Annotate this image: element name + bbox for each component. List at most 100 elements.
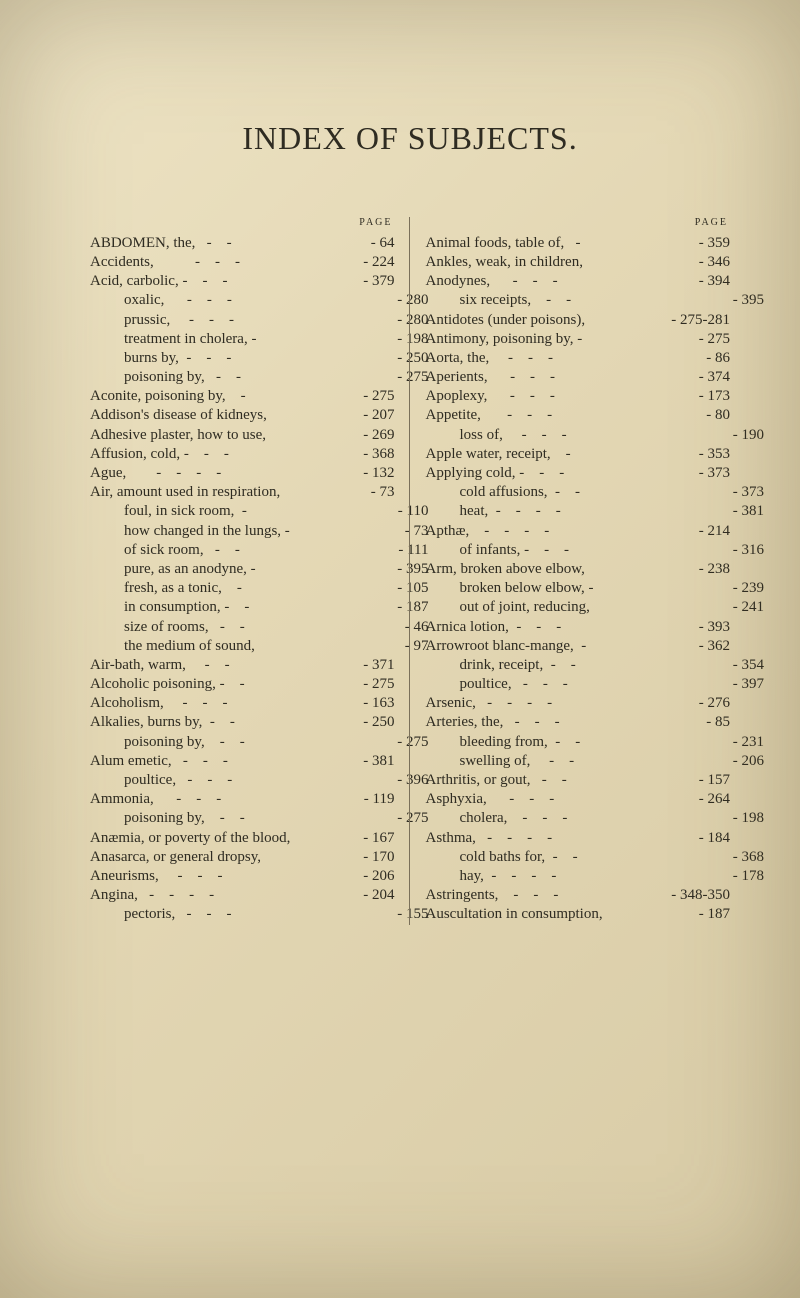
index-entry: Antimony, poisoning by, -- 275: [426, 330, 731, 349]
index-entry-label: poultice, - - -: [460, 675, 568, 694]
index-entry-page: - 368: [700, 848, 764, 867]
index-entry: Ague, - - - -- 132: [90, 464, 395, 483]
index-entry-label: ABDOMEN, the, - -: [90, 234, 232, 253]
index-entry-page: - 73: [331, 483, 395, 502]
index-entry-label: Arteries, the, - - -: [426, 713, 560, 732]
index-entry: treatment in cholera, -- 198: [90, 330, 429, 349]
index-entry-page: - 64: [331, 234, 395, 253]
index-entry: bleeding from, - -- 231: [426, 733, 765, 752]
index-entry: burns by, - - -- 250: [90, 349, 429, 368]
index-entry-label: foul, in sick room, -: [124, 502, 247, 521]
index-entry: six receipts, - -- 395: [426, 291, 765, 310]
page-label-left: PAGE: [90, 217, 395, 230]
index-entry-page: - 184: [666, 829, 730, 848]
index-entry-label: poisoning by, - -: [124, 733, 245, 752]
index-entry-label: Arrowroot blanc-mange, -: [426, 637, 587, 656]
index-entry: Asthma, - - - -- 184: [426, 829, 731, 848]
index-entry-page: - 170: [331, 848, 395, 867]
index-entry: Aconite, poisoning by, - - 275: [90, 387, 395, 406]
index-entry-label: loss of, - - -: [460, 426, 567, 445]
index-entry: out of joint, reducing,- 241: [426, 598, 765, 617]
index-entry-page: - 275: [331, 675, 395, 694]
index-entry: poultice, - - -- 396: [90, 771, 429, 790]
index-entry-page: - 207: [331, 406, 395, 425]
index-entry: oxalic, - - -- 280: [90, 291, 429, 310]
index-entry-label: Antidotes (under poisons),: [426, 311, 586, 330]
index-entry-page: - 86: [666, 349, 730, 368]
index-entry: Antidotes (under poisons), - 275-281: [426, 311, 731, 330]
index-entry-page: - 204: [331, 886, 395, 905]
index-entry: Arnica lotion, - - -- 393: [426, 618, 731, 637]
index-entry-label: the medium of sound,: [124, 637, 255, 656]
index-entry-page: - 132: [331, 464, 395, 483]
scanned-page: INDEX OF SUBJECTS. PAGE ABDOMEN, the, - …: [0, 0, 800, 1298]
index-entry-label: Acid, carbolic, - - -: [90, 272, 227, 291]
index-entry-label: of sick room, - -: [124, 541, 240, 560]
index-entry: Alcoholism, - - - - 163: [90, 694, 395, 713]
index-entry-page: - 373: [700, 483, 764, 502]
index-entry: Aneurisms, - - -- 206: [90, 867, 395, 886]
index-entry: Asphyxia, - - -- 264: [426, 790, 731, 809]
index-entry-label: Apple water, receipt, -: [426, 445, 571, 464]
index-entry-label: Anodynes, - - -: [426, 272, 558, 291]
index-entry-label: poisoning by, - -: [124, 368, 241, 387]
index-entry-label: size of rooms, - -: [124, 618, 245, 637]
index-entry: cold baths for, - -- 368: [426, 848, 765, 867]
index-entry: Accidents, - - -- 224: [90, 253, 395, 272]
index-entry: Ankles, weak, in children,- 346: [426, 253, 731, 272]
index-entry: Arteries, the, - - -- 85: [426, 713, 731, 732]
page-label-right: PAGE: [426, 217, 731, 230]
index-entry-label: Anasarca, or general dropsy,: [90, 848, 261, 867]
index-entry: Alkalies, burns by, - -- 250: [90, 713, 395, 732]
index-entry-page: - 173: [666, 387, 730, 406]
index-entry-page: - 275-281: [665, 311, 730, 330]
index-entry: in consumption, - -- 187: [90, 598, 429, 617]
index-entry-label: Ammonia, - - -: [90, 790, 221, 809]
index-entry: Alum emetic, - - -- 381: [90, 752, 395, 771]
index-entry: Angina, - - - - - 204: [90, 886, 395, 905]
index-entry: Addison's disease of kidneys, - 207: [90, 406, 395, 425]
index-entry-label: Astringents, - - -: [426, 886, 559, 905]
index-entry-page: - 359: [666, 234, 730, 253]
index-entry-page: - 206: [331, 867, 395, 886]
index-entry: poisoning by, - -- 275: [90, 733, 429, 752]
index-entry-page: - 381: [331, 752, 395, 771]
index-entry-page: - 276: [666, 694, 730, 713]
index-entry: Aorta, the, - - -- 86: [426, 349, 731, 368]
index-entry-label: bleeding from, - -: [460, 733, 581, 752]
index-entry: prussic, - - -- 280: [90, 311, 429, 330]
index-entry-page: - 379: [331, 272, 395, 291]
index-entry: Ammonia, - - -- 119: [90, 790, 395, 809]
index-entry: pure, as an anodyne, -- 395: [90, 560, 429, 579]
index-entry-page: - 238: [666, 560, 730, 579]
index-entry-label: drink, receipt, - -: [460, 656, 576, 675]
index-entry-page: - 393: [666, 618, 730, 637]
index-entry-page: - 167: [331, 829, 395, 848]
index-entry-page: - 348-350: [665, 886, 730, 905]
index-entry-page: - 214: [666, 522, 730, 541]
index-entry-page: - 163: [331, 694, 395, 713]
index-entry: poisoning by, - -- 275: [90, 368, 429, 387]
index-entry-page: - 275: [666, 330, 730, 349]
right-entries: Animal foods, table of, -- 359Ankles, we…: [426, 234, 731, 925]
index-columns: PAGE ABDOMEN, the, - -- 64Accidents, - -…: [90, 217, 730, 925]
index-entry-page: - 264: [666, 790, 730, 809]
index-entry-label: Appetite, - - -: [426, 406, 553, 425]
index-entry: ABDOMEN, the, - - - 64: [90, 234, 395, 253]
index-entry-label: swelling of, - -: [460, 752, 575, 771]
index-entry-label: Aconite, poisoning by, -: [90, 387, 246, 406]
index-entry: pectoris, - - -- 155: [90, 905, 429, 924]
index-column-left: PAGE ABDOMEN, the, - -- 64Accidents, - -…: [90, 217, 409, 925]
index-entry-page: - 275: [331, 387, 395, 406]
index-title: INDEX OF SUBJECTS.: [90, 120, 730, 157]
index-entry-label: Accidents, - - -: [90, 253, 240, 272]
index-entry-label: of infants, - - -: [460, 541, 570, 560]
index-entry-label: Arthritis, or gout, - -: [426, 771, 567, 790]
index-entry-page: - 80: [666, 406, 730, 425]
index-entry-page: - 394: [666, 272, 730, 291]
index-entry-label: Alcoholism, - - -: [90, 694, 227, 713]
index-entry-label: Addison's disease of kidneys,: [90, 406, 267, 425]
index-entry: of sick room, - -- 111: [90, 541, 429, 560]
index-entry-label: Angina, - - - -: [90, 886, 214, 905]
index-entry: size of rooms, - -- 46: [90, 618, 429, 637]
